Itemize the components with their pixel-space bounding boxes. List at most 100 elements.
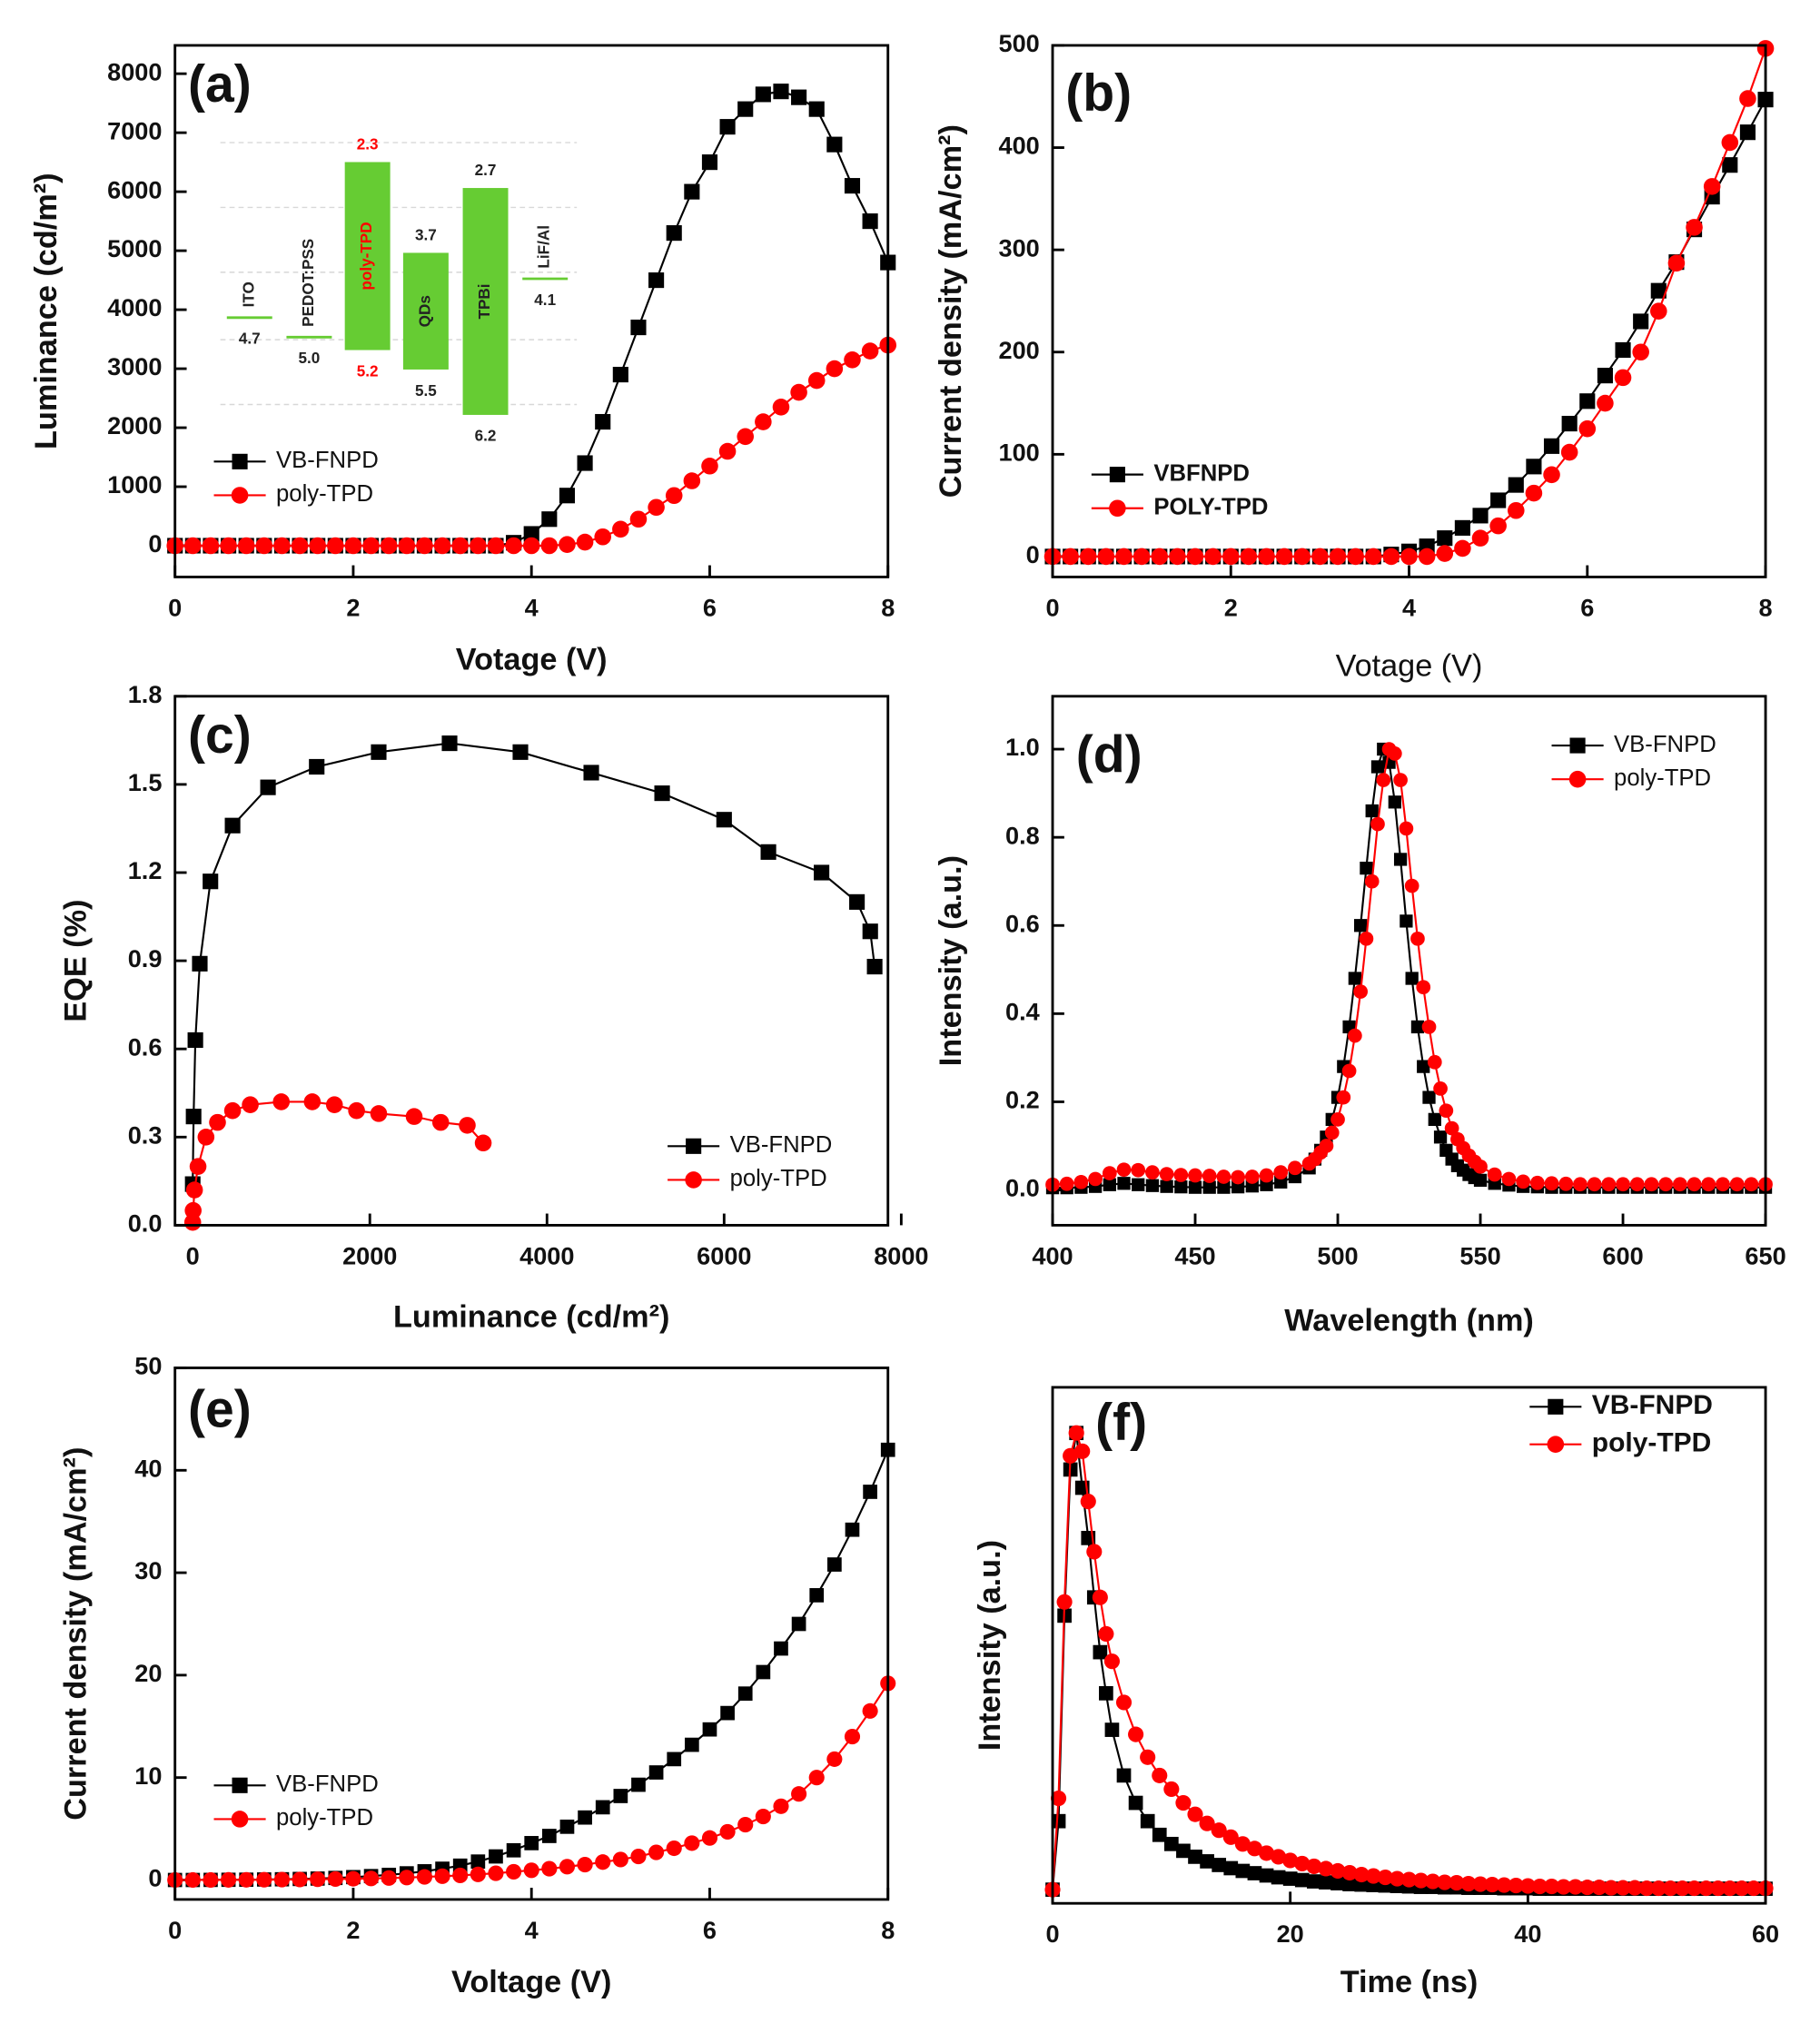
panel-label: (b) (1065, 64, 1132, 123)
data-point (1437, 530, 1453, 547)
x-tick-label: 60 (1752, 1920, 1779, 1948)
inset-guides (220, 142, 578, 406)
data-point (310, 1871, 326, 1888)
layer-name: TPBi (475, 283, 493, 319)
y-tick-label: 3000 (107, 352, 162, 380)
data-point (684, 183, 700, 200)
data-point (470, 1866, 486, 1882)
legend-marker (1569, 737, 1586, 754)
data-point (327, 537, 344, 555)
data-point (612, 520, 629, 538)
data-point (665, 487, 683, 505)
data-point (1324, 1125, 1340, 1140)
data-point (1410, 931, 1425, 946)
data-point (1400, 548, 1418, 566)
y-tick-label: 0.4 (1005, 998, 1040, 1026)
data-point (1102, 1166, 1117, 1180)
data-point (760, 844, 776, 860)
data-point (416, 1869, 433, 1885)
data-point (1140, 1749, 1156, 1765)
data-point (1501, 1171, 1517, 1187)
data-point (737, 1817, 754, 1833)
legend-label: poly-TPD (276, 1805, 373, 1831)
y-axis-label: Luminance (cd/m²) (29, 173, 64, 449)
data-point (595, 413, 611, 430)
data-point (1716, 1177, 1730, 1192)
data-point (720, 1705, 735, 1721)
data-point (1169, 548, 1186, 566)
data-point (1163, 1781, 1180, 1798)
data-point (1650, 302, 1667, 320)
data-point (862, 1702, 878, 1719)
data-point (718, 442, 737, 460)
energy-level-bar (402, 252, 449, 370)
y-tick-label: 10 (134, 1762, 162, 1790)
data-point (1543, 1879, 1560, 1895)
data-point (416, 537, 433, 555)
data-point (1059, 1176, 1074, 1191)
x-tick-label: 650 (1745, 1241, 1785, 1269)
data-point (1348, 972, 1362, 985)
legend-label: VB-FNPD (1614, 732, 1716, 757)
data-point (1329, 548, 1347, 566)
data-point (1216, 1169, 1231, 1184)
data-point (1410, 1020, 1425, 1034)
data-point (701, 457, 718, 475)
y-tick-label: 1.5 (128, 768, 163, 796)
data-point (434, 1868, 450, 1884)
data-point (791, 1786, 807, 1802)
data-point (684, 1737, 699, 1752)
data-point (1644, 1177, 1659, 1192)
data-point (1342, 1877, 1357, 1891)
x-tick-label: 400 (1032, 1241, 1073, 1269)
x-tick-label: 550 (1459, 1241, 1500, 1269)
x-axis-label: Voltage (V) (451, 1965, 611, 1999)
data-point (1175, 1794, 1192, 1811)
legend-marker (232, 1777, 248, 1793)
data-point (1365, 548, 1382, 566)
y-tick-label: 0 (148, 1864, 162, 1892)
data-point (1739, 124, 1756, 141)
data-point (1739, 90, 1756, 107)
data-point (1638, 1880, 1655, 1897)
data-point (489, 1849, 503, 1864)
data-point (1211, 1822, 1227, 1839)
legend-label: poly-TPD (276, 481, 373, 507)
data-point (474, 1134, 492, 1152)
data-point (381, 1870, 397, 1886)
data-point (363, 1870, 380, 1887)
data-point (1439, 1103, 1454, 1119)
data-point (1093, 1644, 1108, 1660)
data-point (185, 1109, 202, 1125)
data-point (808, 101, 825, 117)
data-point (184, 537, 202, 555)
data-point (1597, 394, 1614, 412)
x-tick-label: 6000 (697, 1241, 751, 1269)
data-point (523, 526, 539, 542)
data-point (272, 1093, 290, 1110)
data-point (189, 1158, 207, 1175)
data-point (1519, 1878, 1536, 1894)
y-tick-label: 200 (999, 336, 1040, 364)
data-point (666, 1840, 682, 1857)
data-point (808, 1770, 825, 1786)
x-axis-label: Votage (V) (1336, 648, 1483, 683)
data-point (1632, 343, 1649, 361)
data-point (1246, 1841, 1263, 1857)
data-point (1293, 548, 1311, 566)
data-point (203, 873, 219, 890)
layer-name: PEDOT:PSS (299, 239, 317, 327)
homo-label: 5.5 (415, 381, 437, 400)
data-point (1348, 1028, 1362, 1043)
layer-name: LiF/Al (535, 225, 553, 269)
data-point (1543, 438, 1560, 454)
data-point (774, 1641, 788, 1656)
x-tick-label: 6 (703, 593, 717, 621)
data-point (1722, 1880, 1738, 1897)
data-point (292, 1871, 308, 1888)
data-point (1145, 1179, 1160, 1192)
data-point (1173, 1168, 1189, 1182)
data-point (441, 735, 458, 752)
data-point (184, 1201, 202, 1219)
